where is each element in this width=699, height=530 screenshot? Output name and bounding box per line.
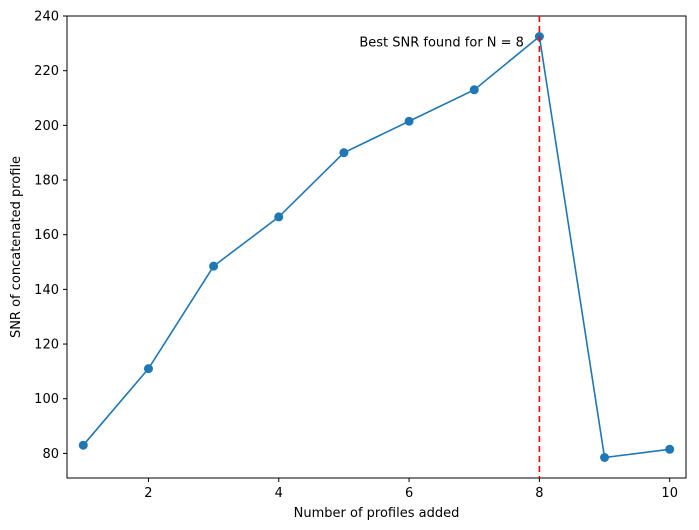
y-tick-label: 120 <box>34 338 59 353</box>
data-point <box>404 116 414 126</box>
y-tick-label: 100 <box>34 392 59 407</box>
y-tick-label: 220 <box>34 64 59 79</box>
data-point <box>209 261 219 271</box>
data-point <box>143 364 153 374</box>
y-tick-label: 80 <box>42 447 59 462</box>
series-line <box>78 32 675 462</box>
y-tick-label: 140 <box>34 283 59 298</box>
x-tick-label: 2 <box>144 486 152 501</box>
y-axis-label: SNR of concatenated profile <box>9 156 24 338</box>
data-point <box>78 440 88 450</box>
data-point <box>469 85 479 95</box>
x-tick-label: 6 <box>405 486 413 501</box>
data-point <box>665 444 675 454</box>
data-point <box>339 148 349 158</box>
axes: 2 4 6 8 10 80 100 120 140 160 180 200 220 240 <box>34 10 687 501</box>
y-tick-label: 180 <box>34 174 59 189</box>
plot-frame <box>66 15 687 479</box>
y-tick-label: 240 <box>34 10 59 25</box>
series-path <box>82 34 670 459</box>
data-point <box>600 452 610 462</box>
x-axis-label: Number of profiles added <box>294 506 460 521</box>
data-point <box>274 212 284 222</box>
annotation-label: Best SNR found for N = 8 <box>359 35 524 50</box>
y-tick-label: 200 <box>34 119 59 134</box>
x-tick-label: 8 <box>535 486 543 501</box>
x-tick-label: 4 <box>275 486 283 501</box>
x-tick-label: 10 <box>661 486 678 501</box>
y-tick-label: 160 <box>34 228 59 243</box>
